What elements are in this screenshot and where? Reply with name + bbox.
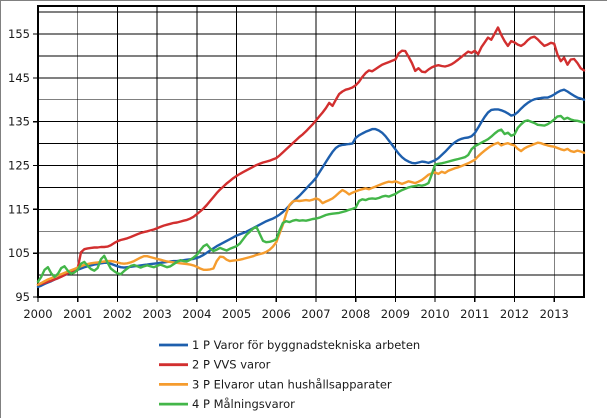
series-line-1	[36, 88, 586, 289]
x-axis-label: 2013	[540, 307, 569, 321]
x-axis-label: 2012	[500, 307, 529, 321]
x-axis-label: 2008	[341, 307, 370, 321]
x-axis-label: 2011	[460, 307, 489, 321]
x-axis-label: 2000	[23, 307, 52, 321]
legend-label-3: 3 P Elvaror utan hushållsapparater	[192, 377, 392, 391]
legend-label-1: 1 P Varor för byggnadstekniska arbeten	[192, 338, 420, 352]
y-axis-label: 105	[8, 246, 30, 260]
legend-label-2: 2 P VVS varor	[192, 358, 271, 372]
y-axis-label: 125	[8, 159, 30, 173]
x-axis-label: 2002	[103, 307, 132, 321]
series-line-4	[36, 114, 586, 283]
x-axis-label: 2009	[381, 307, 410, 321]
x-axis-label: 2006	[262, 307, 291, 321]
series-line-2	[36, 26, 586, 286]
x-axis-label: 2004	[182, 307, 211, 321]
x-axis-label: 2007	[301, 307, 330, 321]
x-axis-label: 2003	[142, 307, 171, 321]
legend-label-4: 4 P Målningsvaror	[192, 397, 295, 411]
y-axis-label: 115	[8, 202, 30, 216]
x-axis-label: 2001	[63, 307, 92, 321]
y-axis-label: 135	[8, 115, 30, 129]
y-axis-label: 145	[8, 71, 30, 85]
x-axis-label: 2005	[222, 307, 251, 321]
y-axis-label: 155	[8, 27, 30, 41]
x-axis-label: 2010	[420, 307, 449, 321]
series-line-3	[36, 141, 586, 286]
plot-frame	[37, 5, 585, 298]
y-axis-label: 95	[15, 290, 30, 304]
